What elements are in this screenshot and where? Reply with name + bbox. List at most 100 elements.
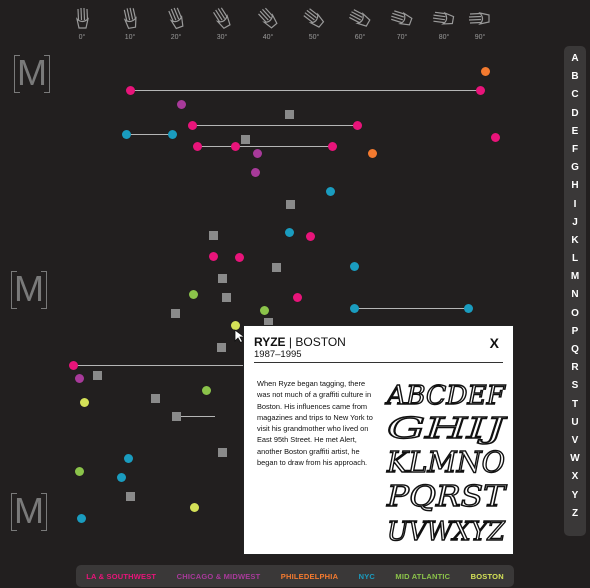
angle-label: 0°	[78, 34, 86, 41]
legend-item[interactable]: NYC	[358, 571, 376, 581]
artist-marker[interactable]	[125, 85, 135, 95]
angle-label: 40°	[262, 34, 274, 41]
alphabet-letter-e[interactable]: E	[571, 125, 579, 137]
angle-label: 10°	[124, 34, 136, 41]
artist-marker-unassigned[interactable]	[208, 230, 218, 240]
artist-marker-unassigned[interactable]	[150, 393, 160, 403]
legend-item[interactable]: MID ATLANTIC	[395, 571, 451, 581]
artist-marker[interactable]	[176, 99, 186, 109]
artist-marker[interactable]	[480, 66, 490, 76]
angle-item: 60°	[345, 6, 375, 41]
angle-label: 60°	[354, 34, 366, 41]
alphabet-letter-m[interactable]: M	[570, 271, 580, 283]
artist-marker-unassigned[interactable]	[284, 109, 294, 119]
alphabet-letter-i[interactable]: I	[573, 198, 577, 210]
angle-item: 70°	[387, 6, 417, 41]
artist-marker[interactable]	[490, 132, 500, 142]
artist-marker[interactable]	[234, 252, 244, 262]
artist-marker-unassigned[interactable]	[216, 342, 226, 352]
artist-marker[interactable]	[325, 186, 335, 196]
artist-marker[interactable]	[252, 148, 262, 158]
section-marker-top: M	[14, 52, 50, 94]
artist-marker[interactable]	[284, 227, 294, 237]
artist-marker[interactable]	[352, 120, 362, 130]
alphabet-letter-u[interactable]: U	[571, 416, 579, 428]
artist-marker-unassigned[interactable]	[221, 292, 231, 302]
legend-item[interactable]: BOSTON	[470, 571, 504, 581]
alphabet-letter-t[interactable]: T	[571, 398, 579, 410]
angle-item: 20°	[161, 6, 191, 41]
artist-marker-unassigned[interactable]	[285, 199, 295, 209]
alphabet-letter-h[interactable]: H	[571, 180, 579, 192]
artist-marker[interactable]	[367, 148, 377, 158]
artist-marker[interactable]	[230, 141, 240, 151]
alphabet-letter-x[interactable]: X	[571, 471, 579, 483]
artist-marker[interactable]	[327, 141, 337, 151]
legend-item[interactable]: CHICAGO & MIDWEST	[176, 571, 261, 581]
artist-marker[interactable]	[349, 303, 359, 313]
artist-marker[interactable]	[116, 472, 126, 482]
artist-marker[interactable]	[123, 453, 133, 463]
alphabet-letter-n[interactable]: N	[571, 289, 579, 301]
alphabet-letter-v[interactable]: V	[571, 434, 579, 446]
alphabet-letter-y[interactable]: Y	[571, 489, 579, 501]
legend-item[interactable]: PHILEDELPHIA	[280, 571, 339, 581]
artist-marker-unassigned[interactable]	[217, 447, 227, 457]
popup-heading: RYZE | BOSTON	[254, 335, 346, 349]
artist-marker-unassigned[interactable]	[263, 317, 273, 327]
alphabet-letter-q[interactable]: Q	[571, 344, 579, 355]
artist-marker[interactable]	[74, 466, 84, 476]
artist-marker[interactable]	[463, 303, 473, 313]
artist-marker[interactable]	[188, 289, 198, 299]
spray-hand-icon	[303, 8, 325, 28]
close-button[interactable]: X	[489, 335, 499, 351]
artist-marker[interactable]	[189, 502, 199, 512]
artist-marker[interactable]	[230, 320, 240, 330]
artist-marker-unassigned[interactable]	[171, 411, 181, 421]
artist-marker[interactable]	[259, 305, 269, 315]
alphabet-letter-b[interactable]: B	[571, 71, 579, 83]
alphabet-letter-g[interactable]: G	[571, 162, 579, 174]
artist-marker[interactable]	[167, 129, 177, 139]
spray-hand-icon	[123, 7, 137, 30]
artist-marker[interactable]	[475, 85, 485, 95]
legend-item[interactable]: LA & SOUTHWEST	[86, 571, 157, 581]
artist-marker[interactable]	[68, 360, 78, 370]
artist-marker[interactable]	[292, 292, 302, 302]
alphabet-letter-w[interactable]: W	[570, 453, 580, 465]
artist-marker[interactable]	[79, 397, 89, 407]
alphabet-letter-a[interactable]: A	[571, 53, 579, 64]
alphabet-letter-p[interactable]: P	[571, 325, 579, 337]
artist-marker-unassigned[interactable]	[240, 134, 250, 144]
artist-marker[interactable]	[121, 129, 131, 139]
artist-marker-unassigned[interactable]	[92, 370, 102, 380]
career-span-line	[197, 146, 332, 147]
alphabet-letter-d[interactable]: D	[571, 107, 579, 119]
artist-marker[interactable]	[349, 261, 359, 271]
alphabet-letter-c[interactable]: C	[571, 89, 579, 101]
career-span-line	[130, 90, 480, 91]
artist-marker-unassigned[interactable]	[125, 491, 135, 501]
artist-marker[interactable]	[76, 513, 86, 523]
artist-marker[interactable]	[192, 141, 202, 151]
alphabet-letter-f[interactable]: F	[571, 143, 579, 155]
spray-hand-icon	[75, 7, 89, 29]
artist-marker-unassigned[interactable]	[170, 308, 180, 318]
alphabet-letter-l[interactable]: L	[571, 253, 579, 265]
artist-marker[interactable]	[208, 251, 218, 261]
alphabet-letter-k[interactable]: K	[571, 234, 579, 246]
alphabet-letter-o[interactable]: O	[571, 307, 579, 319]
artist-marker[interactable]	[74, 373, 84, 383]
graffiti-letter-row: PQRST	[386, 479, 508, 513]
alphabet-letter-r[interactable]: R	[571, 362, 579, 374]
artist-marker[interactable]	[305, 231, 315, 241]
artist-marker-unassigned[interactable]	[217, 273, 227, 283]
artist-marker[interactable]	[187, 120, 197, 130]
section-marker-label: M	[17, 52, 47, 93]
artist-marker[interactable]	[250, 167, 260, 177]
alphabet-letter-j[interactable]: J	[572, 216, 578, 228]
artist-marker[interactable]	[201, 385, 211, 395]
alphabet-letter-z[interactable]: Z	[571, 507, 579, 519]
artist-marker-unassigned[interactable]	[271, 262, 281, 272]
alphabet-letter-s[interactable]: S	[571, 380, 579, 392]
